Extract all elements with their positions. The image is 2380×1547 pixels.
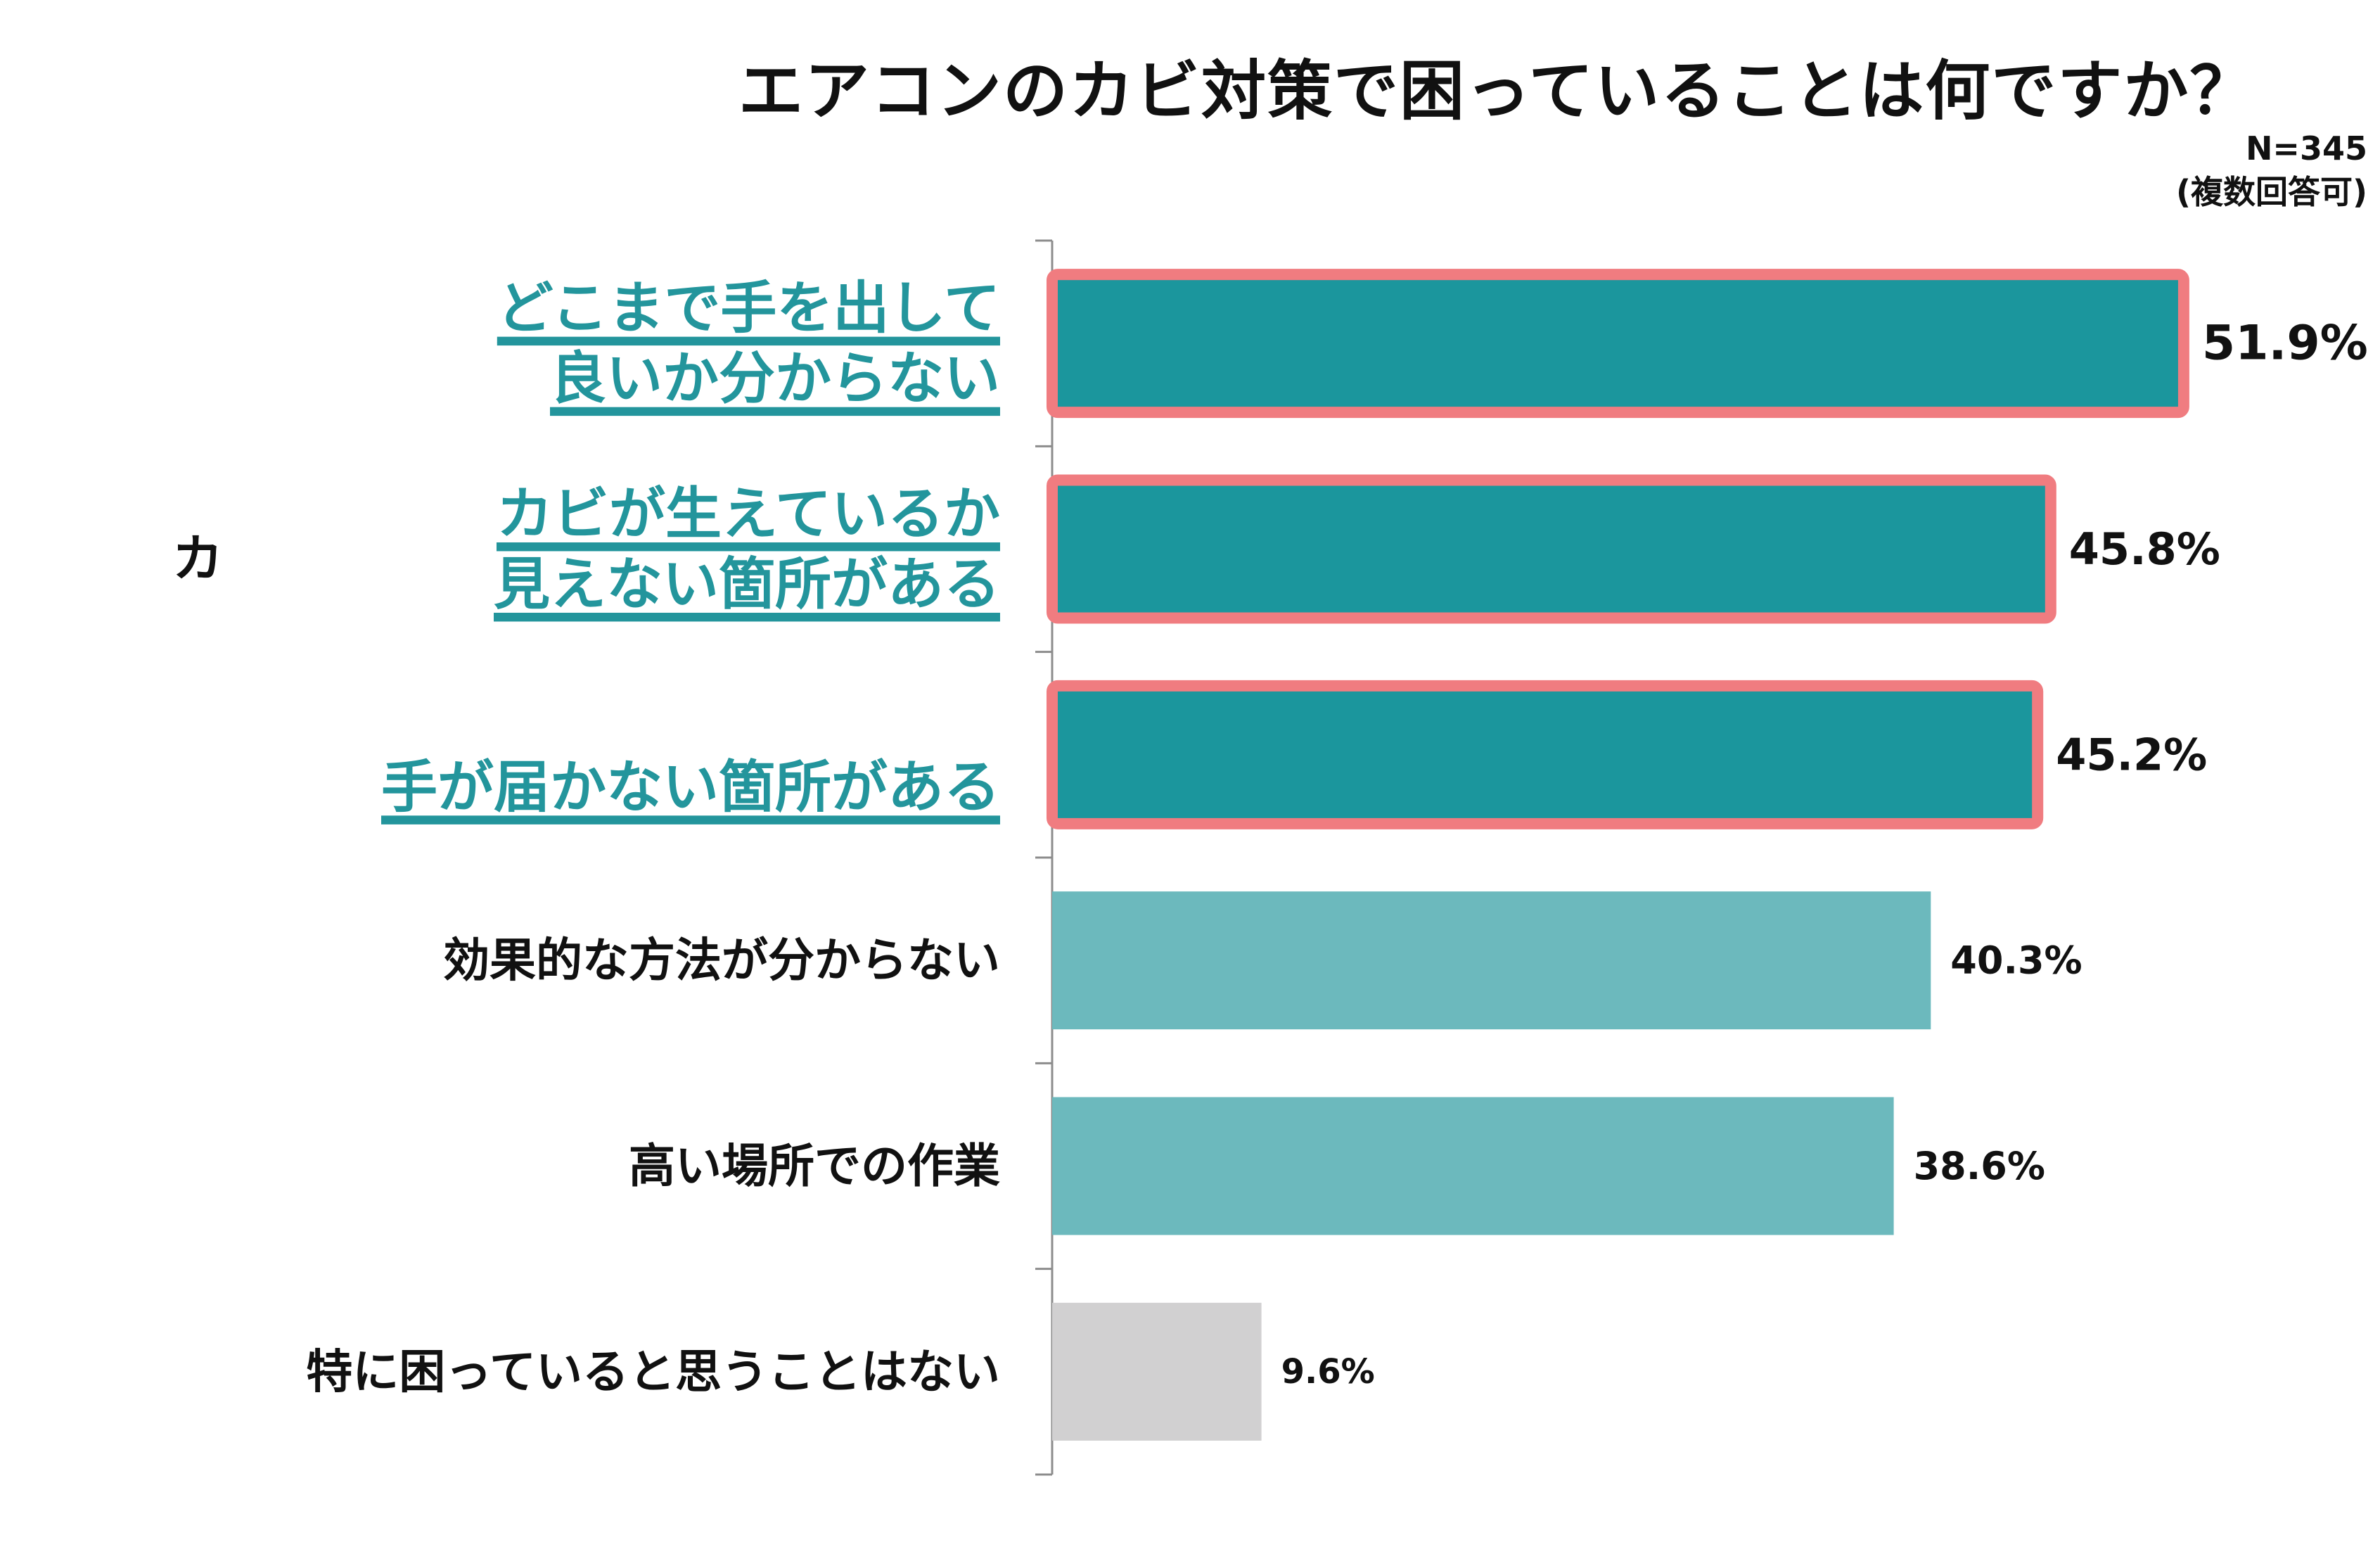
value-label: 51.9%: [2202, 316, 2368, 371]
bar-highlighted: [1047, 269, 2189, 419]
category-label: 手が届かない箇所がある: [381, 754, 1000, 820]
category-label: 効果的な方法が分からない: [443, 934, 1000, 988]
category-label: 高い場所での作業: [629, 1139, 1000, 1193]
bar-highlighted: [1047, 474, 2056, 624]
bar: [1052, 1302, 1262, 1441]
value-label: 40.3%: [1950, 938, 2082, 983]
bar-highlighted: [1047, 680, 2044, 829]
category-label: 見えない箇所がある: [494, 552, 1000, 617]
bar: [1052, 891, 1931, 1030]
sample-size: N=345: [2245, 129, 2367, 167]
value-label: 38.6%: [1914, 1144, 2045, 1188]
category-label: 特に困っていると思うことはない: [306, 1344, 1000, 1399]
value-label: 45.2%: [2056, 729, 2207, 780]
clipped-side-label: カビ: [172, 529, 227, 588]
chart-title: エアコンのカビ対策で困っていることは何ですか？: [738, 53, 2256, 129]
answer-note: (複数回答可): [2175, 173, 2367, 211]
value-label: 9.6%: [1281, 1352, 1375, 1392]
bar: [1052, 1097, 1894, 1235]
sample-info: N=345 (複数回答可): [2176, 127, 2367, 214]
category-label: どこまで手を出して: [497, 276, 1000, 341]
category-label: カビが生えているか: [497, 481, 1000, 547]
category-label: 良いか分からない: [550, 346, 1000, 412]
value-label: 45.8%: [2069, 523, 2220, 575]
